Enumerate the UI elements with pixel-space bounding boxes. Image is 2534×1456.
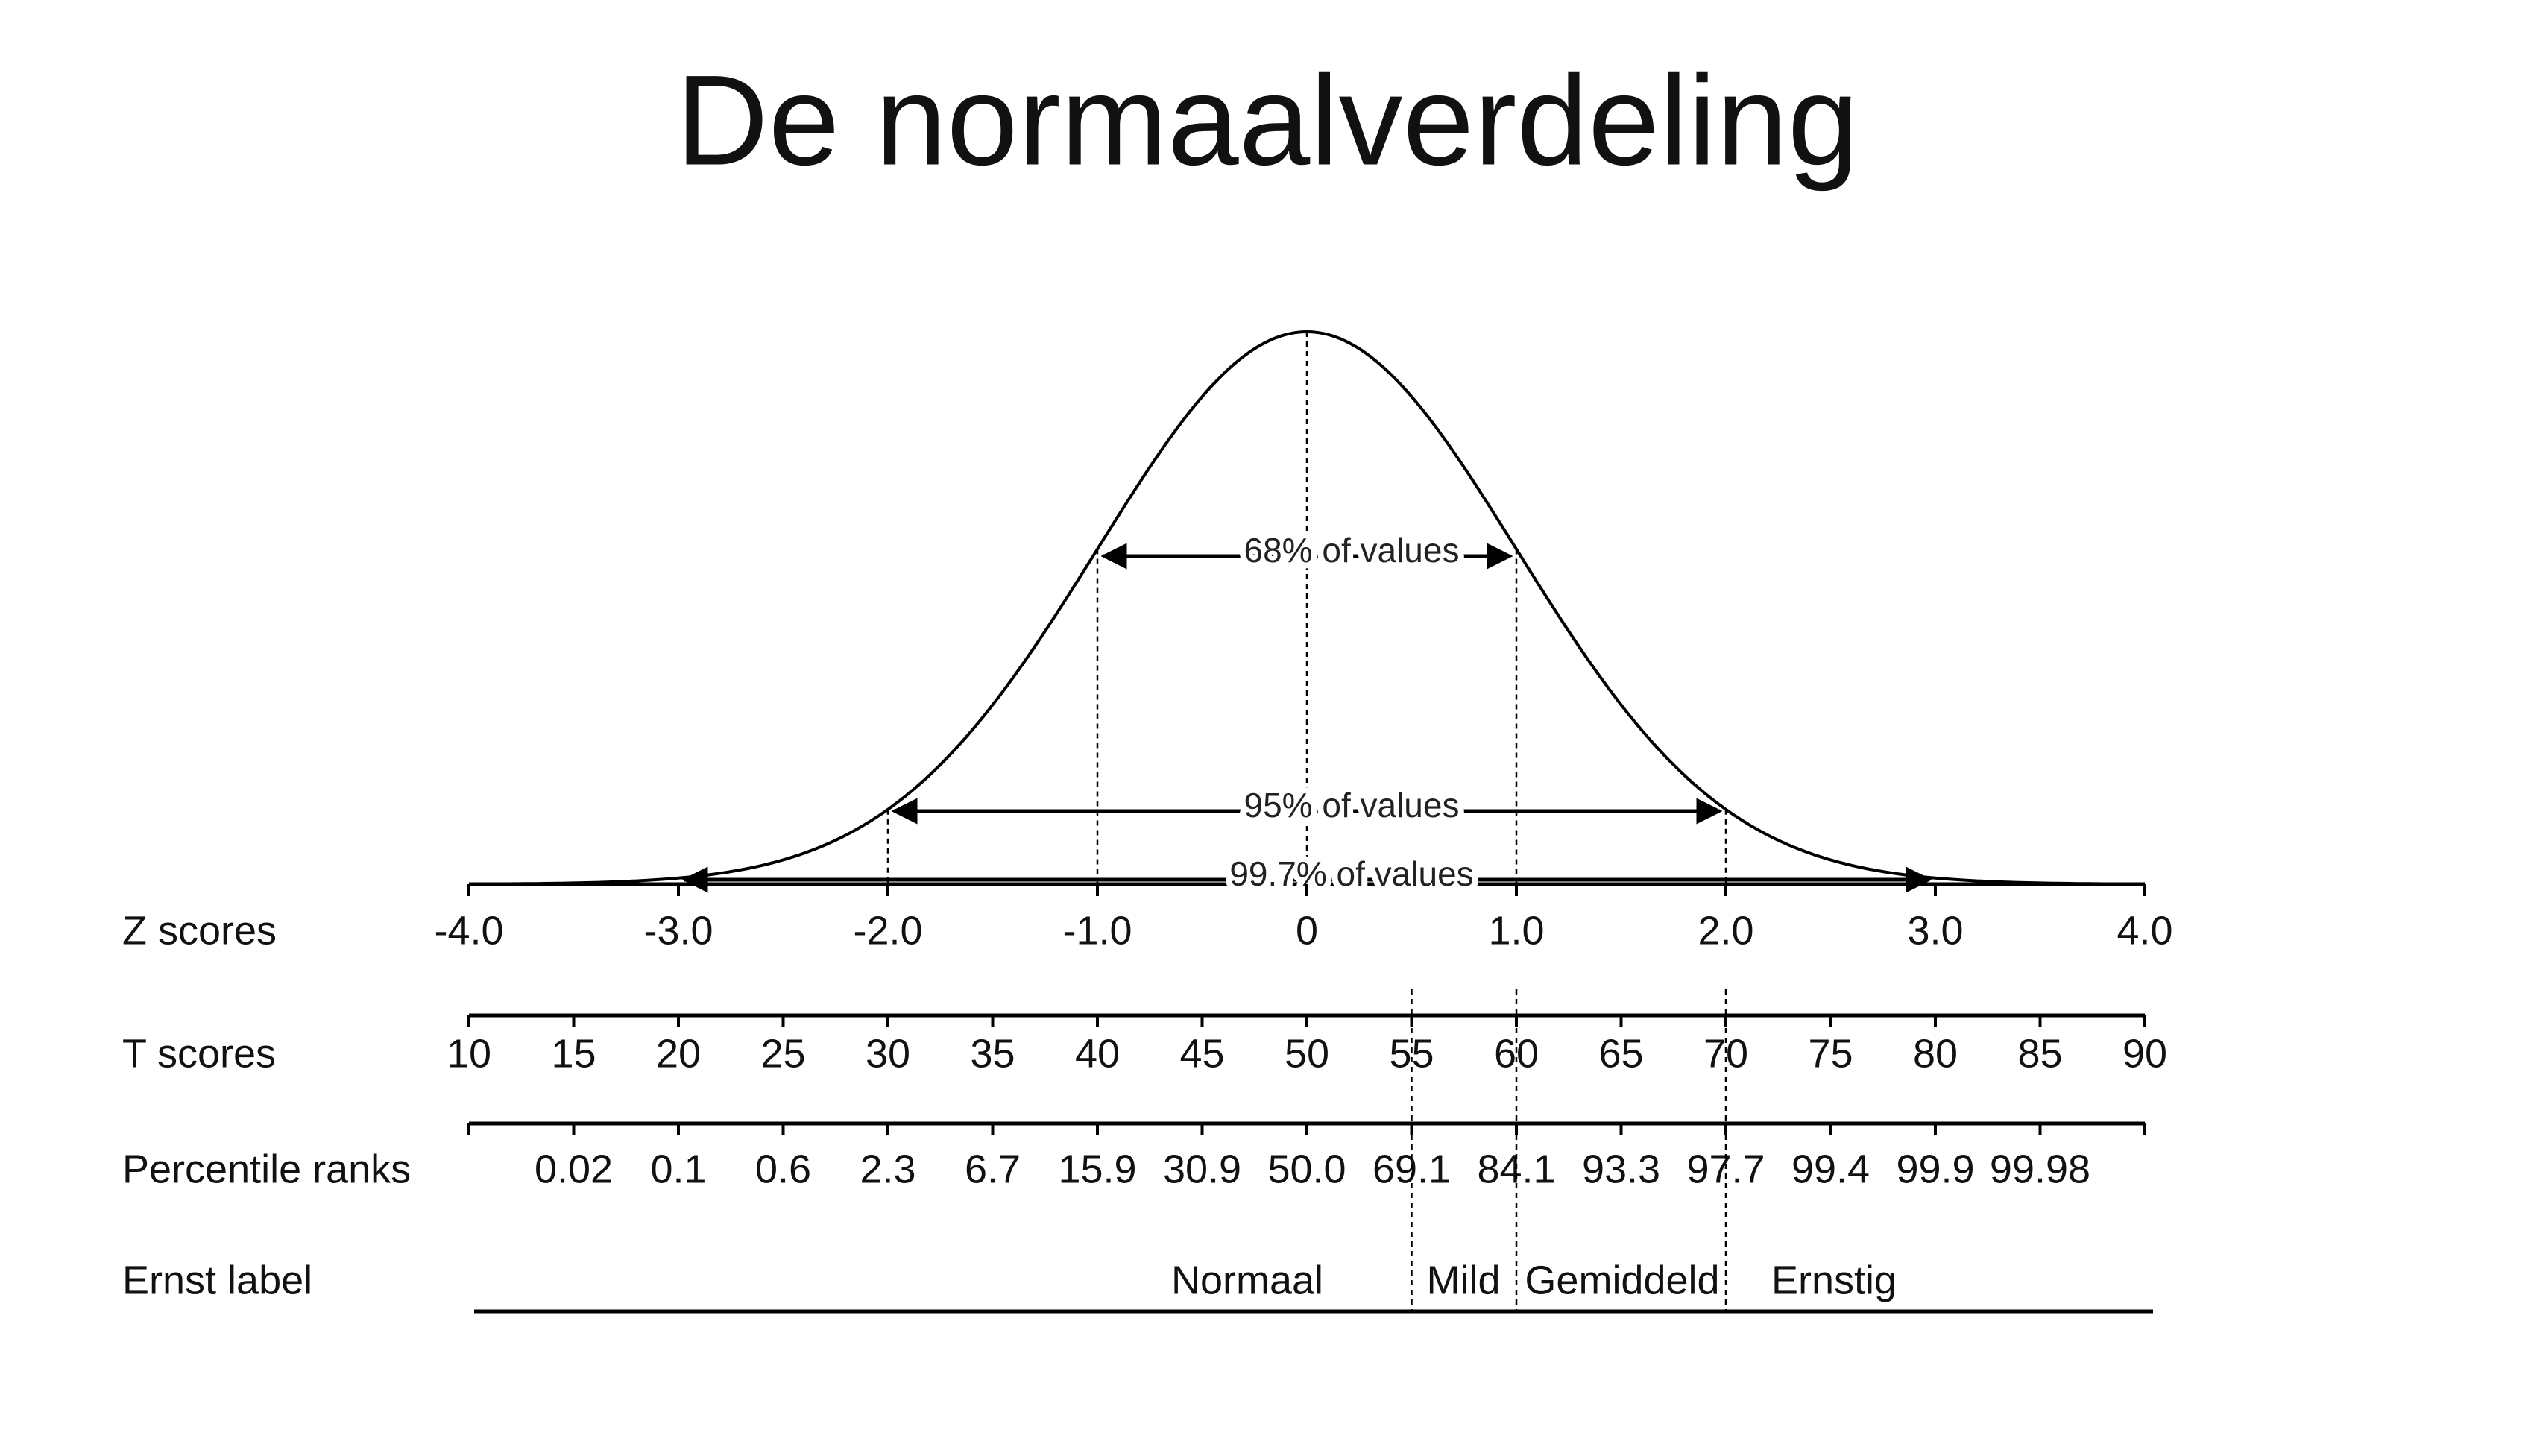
z-label: -3.0 (643, 908, 713, 953)
t-label: 30 (866, 1031, 910, 1076)
percentile-label: 99.4 (1791, 1147, 1870, 1191)
t-label: 80 (1913, 1031, 1958, 1076)
severity-label: Mild (1426, 1258, 1500, 1302)
z-label: -2.0 (853, 908, 922, 953)
t-label: 40 (1075, 1031, 1120, 1076)
z-label: 2.0 (1698, 908, 1753, 953)
z-label: 3.0 (1907, 908, 1963, 953)
z-label: 1.0 (1488, 908, 1544, 953)
range-label: 68% of values (1244, 531, 1460, 570)
percentile-label: 15.9 (1058, 1147, 1136, 1191)
t-label: 65 (1598, 1031, 1643, 1076)
row-label: Percentile ranks (122, 1147, 411, 1191)
z-label: 0 (1296, 908, 1318, 953)
percentile-label: 0.02 (535, 1147, 613, 1191)
percentile-label: 0.1 (650, 1147, 706, 1191)
percentile-label: 6.7 (965, 1147, 1021, 1191)
t-label: 90 (2122, 1031, 2167, 1076)
t-label: 25 (760, 1031, 805, 1076)
t-label: 50 (1285, 1031, 1329, 1076)
t-label: 10 (447, 1031, 491, 1076)
t-label: 85 (2017, 1031, 2062, 1076)
t-label: 35 (970, 1031, 1015, 1076)
z-label: -1.0 (1062, 908, 1132, 953)
t-label: 75 (1808, 1031, 1853, 1076)
slide-title: De normaalverdeling (675, 48, 1859, 192)
percentile-label: 50.0 (1267, 1147, 1346, 1191)
t-label: 15 (551, 1031, 596, 1076)
percentile-label: 99.9 (1896, 1147, 1974, 1191)
severity-label: Ernstig (1771, 1258, 1897, 1302)
row-label: T scores (122, 1031, 276, 1076)
z-label: 4.0 (2117, 908, 2172, 953)
t-label: 20 (656, 1031, 701, 1076)
row-label: Z scores (122, 908, 277, 953)
z-label: -4.0 (434, 908, 503, 953)
percentile-label: 2.3 (860, 1147, 915, 1191)
percentile-label: 30.9 (1163, 1147, 1241, 1191)
range-label: 99.7% of values (1229, 854, 1473, 893)
t-label: 45 (1179, 1031, 1224, 1076)
percentile-label: 99.98 (1990, 1147, 2090, 1191)
severity-label: Normaal (1171, 1258, 1323, 1302)
percentile-label: 0.6 (755, 1147, 811, 1191)
row-label: Ernst label (122, 1258, 312, 1302)
severity-label: Gemiddeld (1525, 1258, 1719, 1302)
range-label: 95% of values (1244, 786, 1460, 825)
percentile-label: 93.3 (1582, 1147, 1660, 1191)
